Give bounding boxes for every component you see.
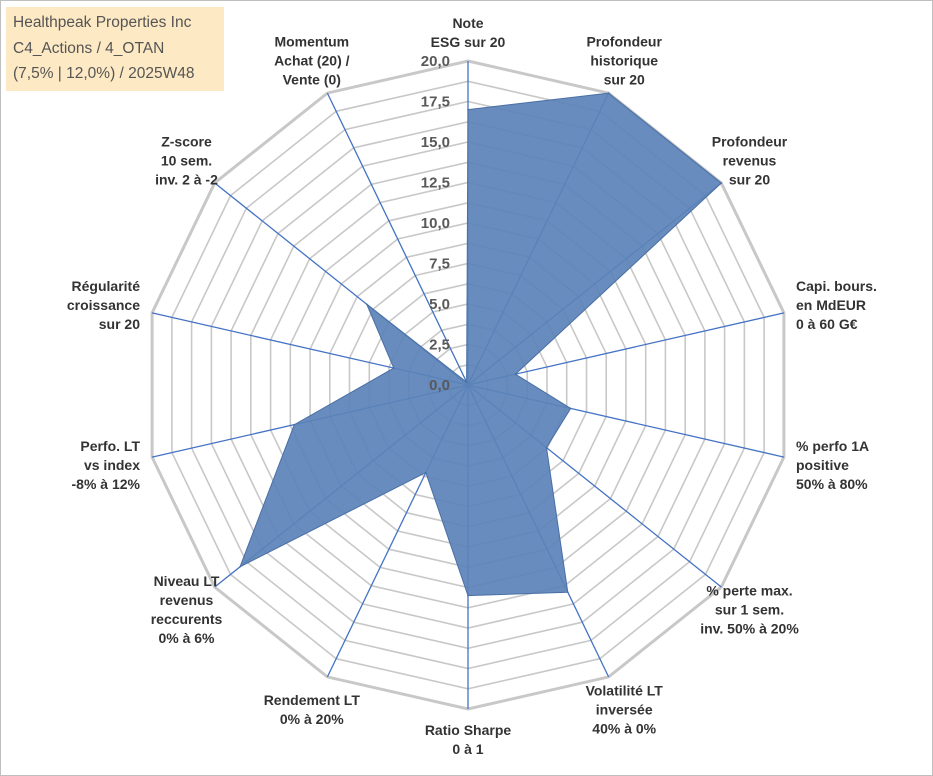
axis-label-line: inversée [596,701,653,717]
data-point [569,407,572,410]
data-point [365,303,368,306]
category-line: C4_Actions / 4_OTAN [13,39,165,57]
data-point [545,446,548,449]
axis-label: Régularité croissance sur 20 [67,278,140,332]
axis-label-line: 0 à 1 [452,741,483,757]
tick-label: 2,5 [429,337,450,354]
axis-labels: Note ESG sur 20 Profondeur historique sur 20… [67,15,877,757]
axis-label-line: 40% à 0% [592,720,656,736]
axis-label-line: sur 20 [99,316,140,332]
data-point [467,594,469,597]
axis-label: % perte max. sur 1 sem. inv. 50% à 20% [700,583,799,637]
data-point [239,566,241,568]
axis-label: Capi. bours. en MdEUR 0 à 60 G€ [796,278,877,332]
axis-label-line: % perfo 1A [796,438,869,454]
axis-label: Note ESG sur 20 [431,15,506,50]
axis-label-line: Profondeur [586,34,662,50]
tick-label: 0,0 [429,377,450,394]
axis-label-line: % perte max. [706,583,792,599]
company-name: Healthpeak Properties Inc [13,14,192,31]
axis-label-line: sur 20 [604,72,645,88]
axis-label: Rendement LT 0% à 20% [264,692,361,727]
axis-label-line: Momentum [274,34,349,50]
axis-label: Momentum Achat (20) / Vente (0) [274,34,350,88]
axis-label-line: -8% à 12% [72,476,141,492]
axis-label: Ratio Sharpe 0 à 1 [425,722,512,757]
info-box: Healthpeak Properties Inc C4_Actions / 4… [6,7,224,91]
axis-label: Niveau LT revenus reccurents 0% à 6% [151,573,223,646]
axis-label-line: vs index [84,457,140,473]
data-point [465,381,468,383]
data-point [425,471,427,474]
axis-label-line: Note [452,15,483,31]
axis-label-line: croissance [67,297,140,313]
axis-label: Perfo. LT vs index -8% à 12% [72,438,141,492]
tick-label: 5,0 [429,296,450,313]
axis-label-line: Volatilité LT [586,682,664,698]
axis-label: % perfo 1A positive 50% à 80% [796,438,869,492]
axis-label-line: inv. 50% à 20% [700,621,799,637]
axis-label-line: 0% à 20% [280,711,344,727]
tick-label: 12,5 [421,175,450,192]
axis-label-line: Rendement LT [264,692,361,708]
axis-label-line: Ratio Sharpe [425,722,512,738]
axis-label-line: sur 20 [729,172,770,188]
axis-label-line: 50% à 80% [796,476,868,492]
axis-label: Volatilité LT inversée 40% à 0% [586,682,664,736]
axis-label-line: Perfo. LT [80,438,140,454]
axis-label-line: Vente (0) [283,72,341,88]
axis-label-line: Profondeur [712,134,788,150]
data-point [567,591,569,594]
axis-label-line: historique [590,53,658,69]
axis-label-line: 0 à 60 G€ [796,316,858,332]
axis-label-line: Niveau LT [154,573,220,589]
axis-spoke [467,312,785,386]
data-point [293,423,296,426]
axis-label-line: 10 sem. [161,153,212,169]
tick-label: 17,5 [421,94,450,111]
params-line: (7,5% | 12,0%) / 2025W48 [13,65,195,82]
axis-label-line: revenus [160,592,214,608]
data-point [607,92,610,94]
series [239,92,723,597]
data-point [514,373,517,376]
axis-label-line: Z-score [161,134,212,150]
tick-label: 20,0 [421,53,450,70]
axis-label-line: Capi. bours. [796,278,877,294]
axis-label-line: inv. 2 à -2 [155,172,218,188]
axis-label: Profondeur historique sur 20 [586,34,662,88]
axis-label-line: en MdEUR [796,297,866,313]
axis-label-line: reccurents [151,611,223,627]
axis-label-line: ESG sur 20 [431,34,506,50]
axis-spoke [326,92,469,386]
axis-label-line: 0% à 6% [158,630,215,646]
data-point [393,367,395,369]
tick-label: 7,5 [429,256,450,273]
tick-label: 10,0 [421,215,450,232]
axis-label-line: Régularité [72,278,141,294]
axis-label-line: positive [796,457,849,473]
tick-label: 15,0 [421,134,450,151]
tick-labels: 0,0 2,5 5,0 7,5 10,0 12,5 15,0 17,5 20,0 [421,53,450,394]
axis-label-line: Achat (20) / [274,53,350,69]
data-point [467,108,469,111]
axis-label: Z-score 10 sem. inv. 2 à -2 [155,134,218,188]
axis-label-line: revenus [723,153,777,169]
axis-label: Profondeur revenus sur 20 [712,134,788,188]
axis-label-line: sur 1 sem. [715,602,784,618]
data-point [720,182,723,184]
